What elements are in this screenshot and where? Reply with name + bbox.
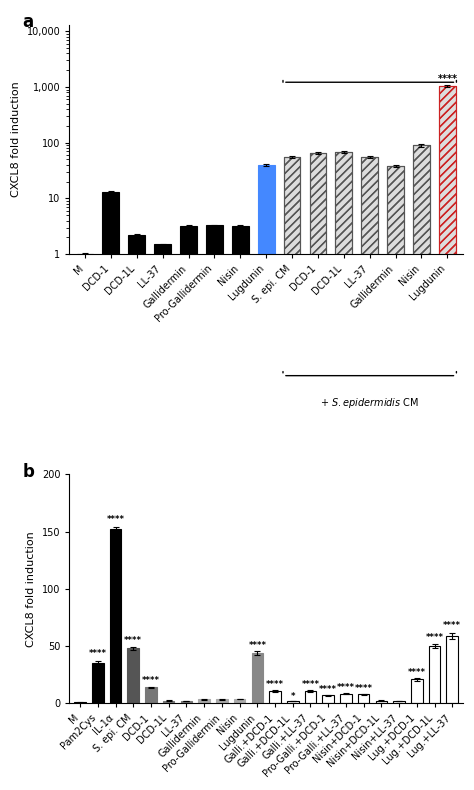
Bar — [258, 165, 274, 790]
Bar — [429, 646, 440, 703]
Bar — [128, 235, 145, 790]
Bar — [361, 157, 378, 790]
Bar — [336, 152, 352, 790]
Bar — [447, 636, 458, 703]
Bar — [180, 226, 197, 790]
Text: ****: **** — [107, 515, 125, 524]
Y-axis label: CXCL8 fold induction: CXCL8 fold induction — [11, 81, 21, 198]
Bar — [305, 691, 316, 703]
Bar — [310, 153, 326, 790]
Bar — [199, 699, 210, 703]
Bar — [310, 153, 326, 790]
Bar — [252, 653, 263, 703]
Bar — [163, 701, 174, 703]
Text: b: b — [22, 463, 34, 481]
Bar — [181, 702, 192, 703]
Text: + $\it{S. epidermidis}$ CM: + $\it{S. epidermidis}$ CM — [320, 397, 419, 410]
Text: ****: **** — [266, 680, 284, 689]
Text: ****: **** — [337, 683, 355, 692]
Text: ****: **** — [408, 668, 426, 677]
Text: ****: **** — [319, 685, 337, 694]
Bar — [336, 152, 352, 790]
Bar — [283, 157, 301, 790]
Bar — [128, 649, 139, 703]
Bar — [413, 145, 430, 790]
Bar — [439, 86, 456, 790]
Text: ****: **** — [89, 649, 107, 658]
Bar — [283, 157, 301, 790]
Bar — [216, 699, 228, 703]
Text: a: a — [22, 13, 33, 32]
Bar — [322, 695, 334, 703]
Text: ****: **** — [426, 633, 444, 641]
Bar — [340, 694, 352, 703]
Text: ****: **** — [142, 676, 160, 686]
Bar — [234, 699, 246, 703]
Bar — [154, 244, 171, 790]
Bar — [269, 691, 281, 703]
Bar — [393, 702, 405, 703]
Bar — [358, 694, 369, 703]
Bar — [74, 702, 86, 703]
Text: *: * — [291, 692, 295, 701]
Bar — [413, 145, 430, 790]
Text: ****: **** — [248, 641, 266, 649]
Bar — [206, 225, 223, 790]
Bar — [411, 679, 422, 703]
Bar — [110, 529, 121, 703]
Text: ****: **** — [301, 680, 319, 689]
Bar — [287, 702, 299, 703]
Bar — [102, 192, 119, 790]
Bar — [387, 166, 404, 790]
Bar — [145, 687, 157, 703]
Bar — [387, 166, 404, 790]
Bar — [439, 86, 456, 790]
Bar — [232, 226, 249, 790]
Bar — [375, 701, 387, 703]
Text: ****: **** — [443, 621, 461, 630]
Text: ****: **** — [124, 636, 142, 645]
Text: ****: **** — [355, 684, 373, 693]
Y-axis label: CXCL8 fold induction: CXCL8 fold induction — [27, 531, 36, 647]
Bar — [92, 664, 103, 703]
Bar — [361, 157, 378, 790]
Bar — [77, 254, 93, 790]
Text: ****: **** — [438, 74, 457, 84]
